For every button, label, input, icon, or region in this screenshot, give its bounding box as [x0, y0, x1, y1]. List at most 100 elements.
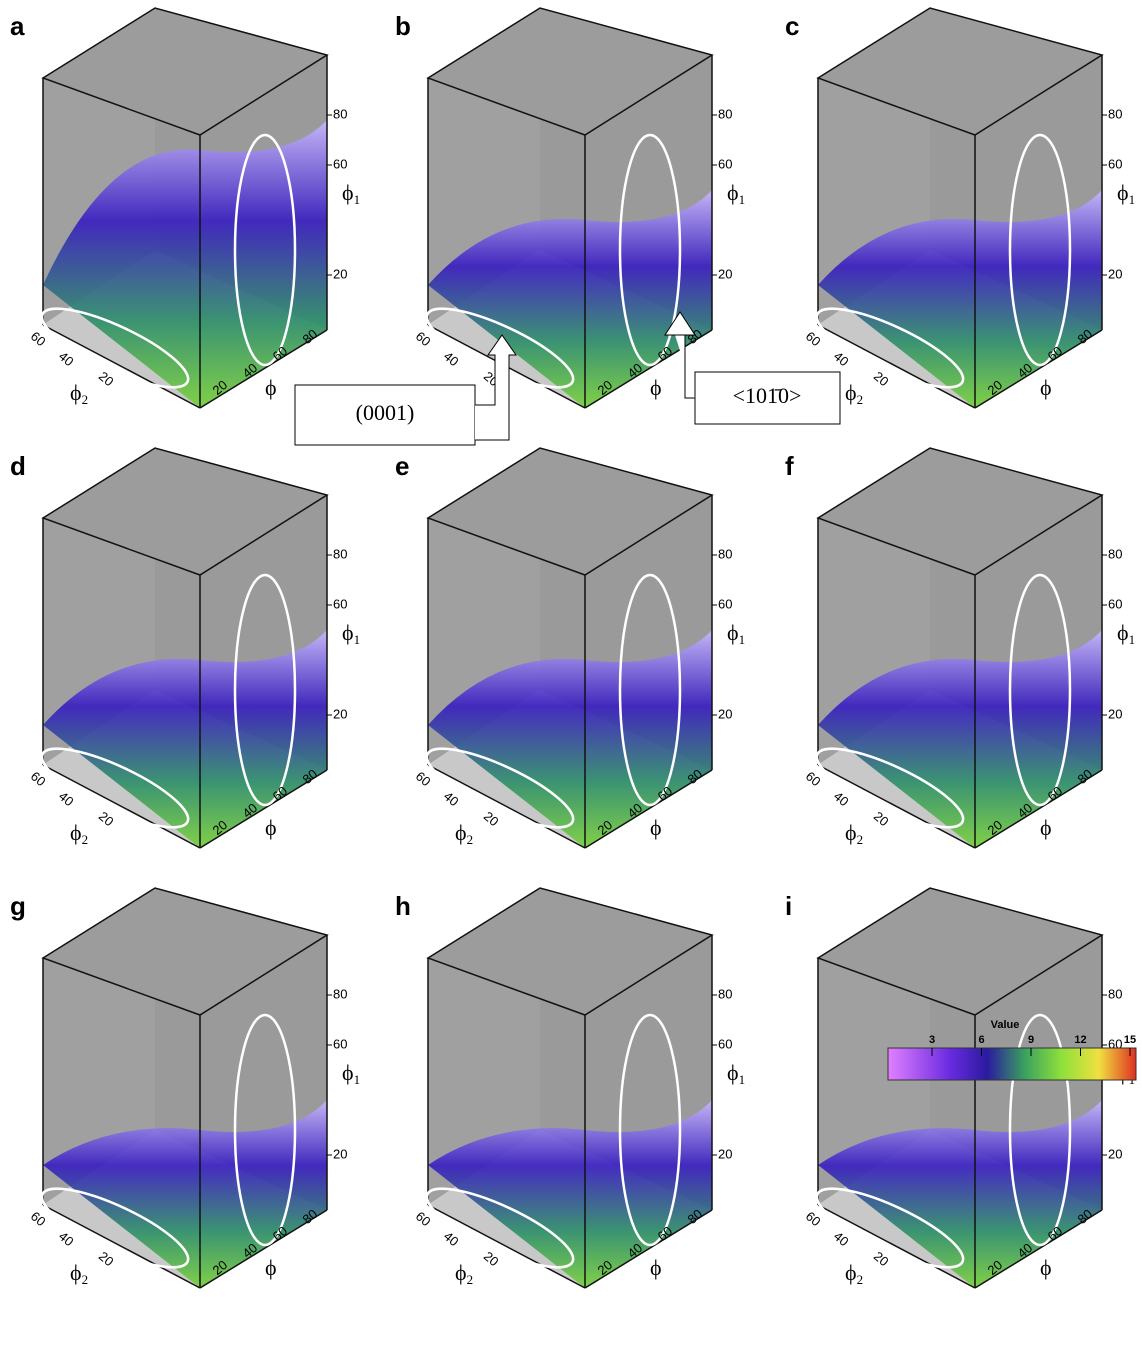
panel-label: b — [395, 11, 411, 41]
colorbar-tick-label: 6 — [978, 1034, 984, 1046]
phi1-tick-label: 20 — [1108, 266, 1122, 281]
phi1-tick-label: 60 — [333, 1036, 347, 1051]
axis-subscript: 2 — [82, 1272, 89, 1287]
axis-label: ϕ — [650, 815, 662, 840]
axis-subscript: 2 — [467, 832, 474, 847]
axis-subscript: 1 — [739, 632, 746, 647]
panel: h806020ϕ1604020ϕ220406080ϕ — [395, 888, 745, 1288]
axis-label: ϕ1 — [727, 180, 745, 207]
phi1-tick-label: 60 — [718, 596, 732, 611]
axis-subscript: 2 — [467, 1272, 474, 1287]
axis-subscript: 2 — [857, 392, 864, 407]
axis-label: ϕ2 — [845, 820, 863, 847]
panel: e806020ϕ1604020ϕ220406080ϕ — [395, 448, 745, 848]
axis-symbol: ϕ — [845, 820, 857, 845]
colorbar-tick-label: 12 — [1074, 1034, 1086, 1046]
axis-label: ϕ — [265, 1255, 277, 1280]
axis-subscript: 1 — [354, 192, 361, 207]
axis-symbol: ϕ — [265, 815, 277, 840]
phi1-tick-label: 20 — [1108, 706, 1122, 721]
axis-subscript: 2 — [857, 1272, 864, 1287]
phi1-tick-label: 80 — [718, 106, 732, 121]
panel-label: i — [785, 891, 792, 921]
colorbar-title: Value — [991, 1019, 1020, 1031]
axis-symbol: ϕ — [455, 1260, 467, 1285]
axis-symbol: ϕ — [727, 180, 739, 205]
phi1-tick-label: 20 — [718, 1146, 732, 1161]
axis-symbol: ϕ — [650, 375, 662, 400]
axis-symbol: ϕ — [1117, 620, 1129, 645]
axis-symbol: ϕ — [845, 380, 857, 405]
axis-label: ϕ1 — [727, 1060, 745, 1087]
axis-symbol: ϕ — [1040, 815, 1052, 840]
axis-symbol: ϕ — [1117, 180, 1129, 205]
phi1-tick-label: 80 — [1108, 106, 1122, 121]
axis-symbol: ϕ — [342, 620, 354, 645]
axis-subscript: 1 — [354, 632, 361, 647]
phi1-tick-label: 80 — [1108, 546, 1122, 561]
axis-symbol: ϕ — [70, 380, 82, 405]
phi1-tick-label: 20 — [333, 266, 347, 281]
axis-subscript: 2 — [82, 392, 89, 407]
axis-label: ϕ2 — [455, 1260, 473, 1287]
axis-symbol: ϕ — [70, 1260, 82, 1285]
phi1-tick-label: 60 — [718, 1036, 732, 1051]
axis-label: ϕ2 — [70, 820, 88, 847]
axis-symbol: ϕ — [845, 1260, 857, 1285]
axis-symbol: ϕ — [342, 180, 354, 205]
colorbar-tick-label: 15 — [1124, 1034, 1136, 1046]
panel: d806020ϕ1604020ϕ220406080ϕ — [10, 448, 360, 848]
axis-label: ϕ1 — [1117, 620, 1135, 647]
axis-label: ϕ — [650, 1255, 662, 1280]
panel-label: d — [10, 451, 26, 481]
axis-label: ϕ — [1040, 1255, 1052, 1280]
panel-label: g — [10, 891, 26, 921]
axis-label: ϕ — [265, 375, 277, 400]
axis-subscript: 1 — [354, 1072, 361, 1087]
axis-label: ϕ — [1040, 375, 1052, 400]
phi2-tick-label: 60 — [413, 1208, 434, 1229]
callout-text: <101̄0> — [733, 383, 802, 408]
panels: a806020ϕ1604020ϕ220406080ϕb806020ϕ160402… — [10, 8, 1135, 1288]
callout-text: (0001) — [356, 400, 415, 425]
phi2-tick-label: 60 — [28, 768, 49, 789]
panel-label: c — [785, 11, 799, 41]
phi1-tick-label: 20 — [333, 1146, 347, 1161]
phi1-tick-label: 20 — [718, 266, 732, 281]
axis-symbol: ϕ — [265, 375, 277, 400]
colorbar-tick-label: 9 — [1028, 1034, 1034, 1046]
axis-subscript: 1 — [739, 192, 746, 207]
phi1-tick-label: 80 — [333, 986, 347, 1001]
axis-label: ϕ1 — [342, 620, 360, 647]
phi1-tick-label: 20 — [718, 706, 732, 721]
panel-label: f — [785, 451, 794, 481]
axis-subscript: 1 — [739, 1072, 746, 1087]
axis-label: ϕ1 — [727, 620, 745, 647]
axis-label: ϕ — [650, 375, 662, 400]
axis-symbol: ϕ — [727, 1060, 739, 1085]
axis-subscript: 2 — [82, 832, 89, 847]
phi2-tick-label: 60 — [413, 328, 434, 349]
phi1-tick-label: 60 — [718, 156, 732, 171]
axis-subscript: 1 — [1129, 192, 1136, 207]
colorbar-bar — [888, 1048, 1136, 1080]
axis-label: ϕ2 — [70, 1260, 88, 1287]
axis-label: ϕ2 — [845, 380, 863, 407]
axis-subscript: 2 — [857, 832, 864, 847]
phi1-tick-label: 80 — [1108, 986, 1122, 1001]
axis-label: ϕ2 — [455, 820, 473, 847]
phi1-tick-label: 80 — [718, 546, 732, 561]
panel-label: a — [10, 11, 25, 41]
axis-symbol: ϕ — [727, 620, 739, 645]
axis-symbol: ϕ — [1040, 375, 1052, 400]
phi1-tick-label: 60 — [333, 596, 347, 611]
axis-symbol: ϕ — [265, 1255, 277, 1280]
phi2-tick-label: 60 — [803, 768, 824, 789]
axis-label: ϕ — [265, 815, 277, 840]
phi1-tick-label: 80 — [333, 106, 347, 121]
axis-label: ϕ — [1040, 815, 1052, 840]
axis-subscript: 1 — [1129, 632, 1136, 647]
axis-label: ϕ2 — [70, 380, 88, 407]
